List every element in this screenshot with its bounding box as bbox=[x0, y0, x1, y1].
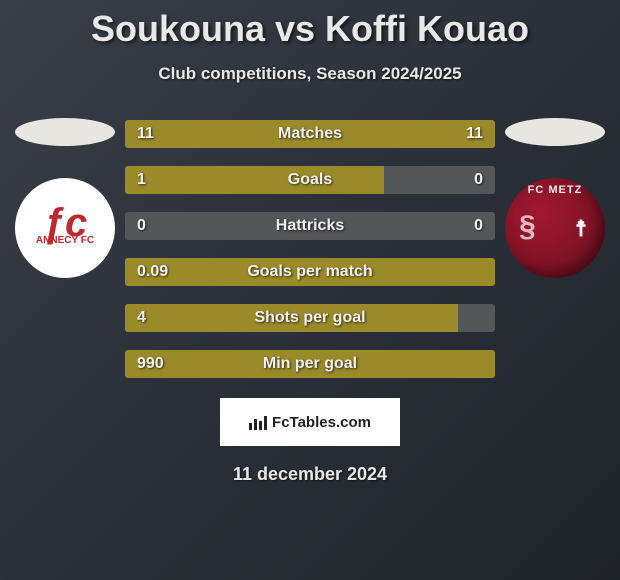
club-badge-right: FC METZ § ☨ bbox=[505, 178, 605, 278]
club-left-name: ANNECY FC bbox=[36, 235, 94, 246]
stat-value-left: 990 bbox=[137, 355, 164, 373]
player-left-column: ƒc ANNECY FC bbox=[10, 110, 120, 278]
comparison-date: 11 december 2024 bbox=[0, 464, 620, 485]
brand-text: FcTables.com bbox=[272, 414, 371, 431]
stat-label: Goals bbox=[288, 171, 332, 189]
stat-value-left: 1 bbox=[137, 171, 146, 189]
stat-value-left: 4 bbox=[137, 309, 146, 327]
stat-label: Min per goal bbox=[263, 355, 357, 373]
stat-row: 0 Hattricks 0 bbox=[125, 212, 495, 240]
stat-fill-left bbox=[125, 166, 384, 194]
stat-value-right: 0 bbox=[474, 217, 483, 235]
stat-label: Hattricks bbox=[276, 217, 344, 235]
comparison-subtitle: Club competitions, Season 2024/2025 bbox=[0, 64, 620, 84]
stat-value-right: 11 bbox=[466, 125, 483, 143]
stat-row: 990 Min per goal bbox=[125, 350, 495, 378]
metz-dragon-icon: § bbox=[519, 210, 536, 244]
stat-label: Goals per match bbox=[247, 263, 372, 281]
brand-box: FcTables.com bbox=[220, 398, 400, 446]
brand-chart-icon bbox=[249, 414, 267, 430]
stat-value-left: 11 bbox=[137, 125, 154, 143]
metz-cross-icon: ☨ bbox=[575, 216, 587, 242]
annecy-logo-icon: ƒc bbox=[43, 211, 88, 235]
comparison-title: Soukouna vs Koffi Kouao bbox=[0, 0, 620, 50]
stat-row: 4 Shots per goal bbox=[125, 304, 495, 332]
stat-row: 1 Goals 0 bbox=[125, 166, 495, 194]
club-badge-left: ƒc ANNECY FC bbox=[15, 178, 115, 278]
stat-label: Shots per goal bbox=[254, 309, 365, 327]
stat-row: 0.09 Goals per match bbox=[125, 258, 495, 286]
player-right-column: FC METZ § ☨ bbox=[500, 110, 610, 278]
club-right-name: FC METZ bbox=[528, 184, 583, 196]
stat-label: Matches bbox=[278, 125, 342, 143]
player-left-photo-placeholder bbox=[15, 118, 115, 146]
stat-value-left: 0 bbox=[137, 217, 146, 235]
stat-value-left: 0.09 bbox=[137, 263, 168, 281]
player-right-photo-placeholder bbox=[505, 118, 605, 146]
stat-row: 11 Matches 11 bbox=[125, 120, 495, 148]
stat-value-right: 0 bbox=[474, 171, 483, 189]
